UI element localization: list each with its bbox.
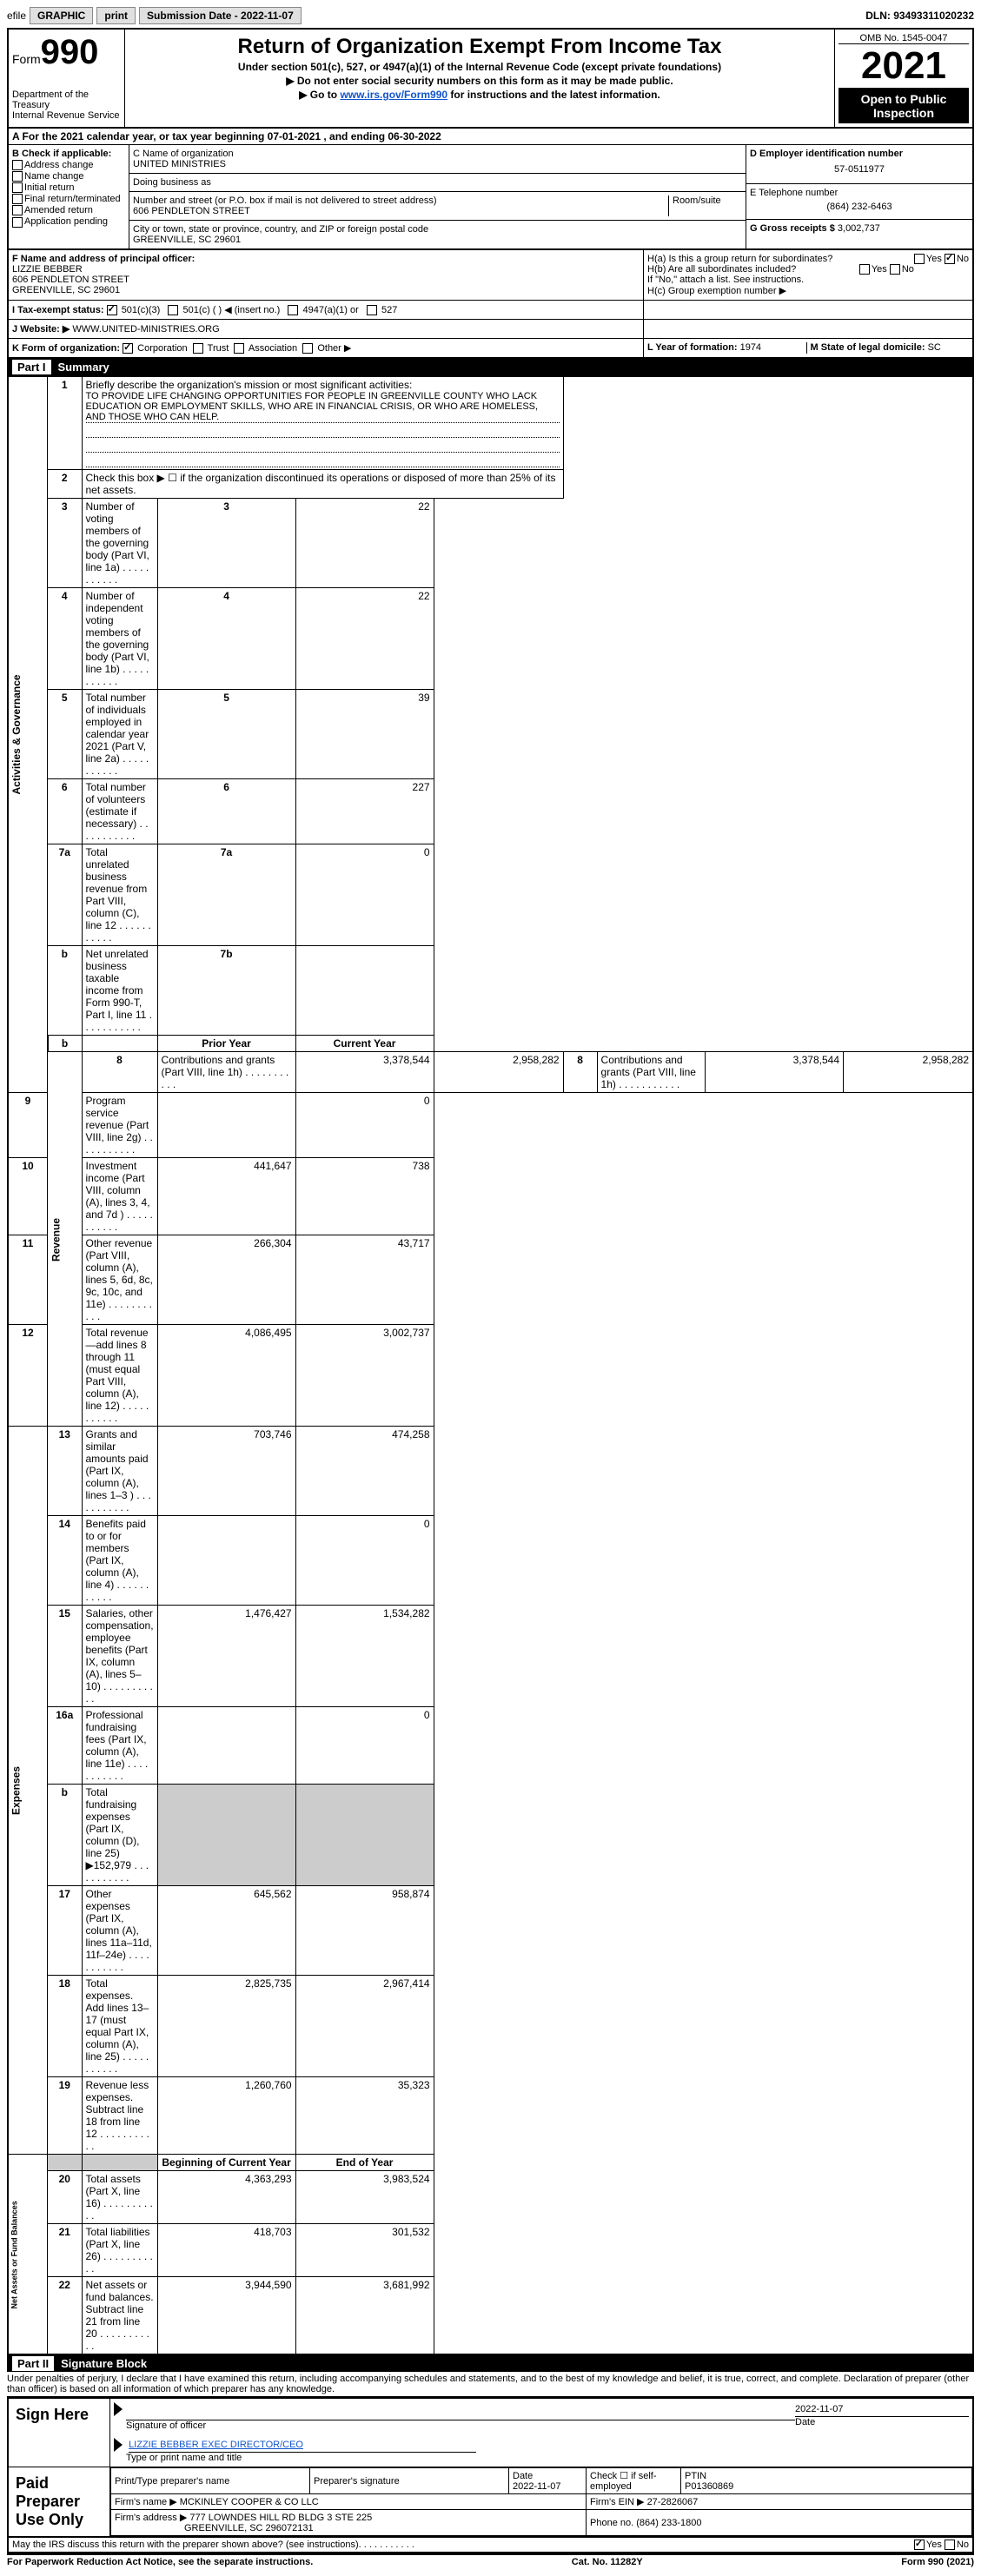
print-button[interactable]: print [96,7,136,24]
header-center: Return of Organization Exempt From Incom… [125,30,835,127]
row-k-l-m: K Form of organization: Corporation Trus… [7,339,974,359]
tax-year: 2021 [838,43,969,89]
phone-label: E Telephone number [750,188,969,198]
open-to-public: Open to Public Inspection [838,89,969,123]
city-label: City or town, state or province, country… [133,224,742,235]
dba-label: Doing business as [129,174,746,192]
sign-here-label: Sign Here [9,2399,110,2467]
org-address: 606 PENDLETON STREET [133,206,665,216]
ein-value: 57-0511977 [750,159,969,180]
form-subtitle: Under section 501(c), 527, or 4947(a)(1)… [129,61,831,73]
part1-header: Part ISummary [7,359,974,375]
footer: For Paperwork Reduction Act Notice, see … [7,2553,974,2569]
paid-preparer-label: Paid Preparer Use Only [9,2467,110,2536]
irs-label: Internal Revenue Service [12,110,121,121]
penalty-text: Under penalties of perjury, I declare th… [7,2372,974,2397]
cb-name-change[interactable] [12,171,23,182]
efile-label: efile [7,10,26,22]
cb-ha-no[interactable] [945,254,955,264]
arrow-icon [114,2402,123,2416]
col-b-checkboxes: B Check if applicable: Address change Na… [9,145,129,248]
cb-address-change[interactable] [12,160,23,170]
cb-501c[interactable] [168,305,178,315]
may-irs-row: May the IRS discuss this return with the… [7,2538,974,2553]
graphic-button[interactable]: GRAPHIC [30,7,93,24]
form-header: Form990 Department of the Treasury Inter… [7,28,974,129]
form-note2: ▶ Go to www.irs.gov/Form990 for instruct… [129,89,831,101]
row-i-tax-status: I Tax-exempt status: 501(c)(3) 501(c) ( … [7,301,974,320]
gross-label: G Gross receipts $ [750,223,835,234]
group-return: H(a) Is this a group return for subordin… [644,250,972,300]
cb-527[interactable] [367,305,377,315]
part2-header: Part IISignature Block [7,2355,974,2372]
gross-value: 3,002,737 [838,223,880,234]
header-right: OMB No. 1545-0047 2021 Open to Public In… [835,30,972,127]
cb-initial-return[interactable] [12,182,23,193]
cb-other[interactable] [302,343,313,354]
main-info-block: B Check if applicable: Address change Na… [7,145,974,250]
vert-governance: Activities & Governance [8,376,48,1093]
cb-corporation[interactable] [123,343,133,354]
cb-4947[interactable] [288,305,298,315]
name-label: C Name of organization [133,149,742,159]
row-j-website: J Website: ▶ WWW.UNITED-MINISTRIES.ORG [7,320,974,339]
header-left: Form990 Department of the Treasury Inter… [9,30,125,127]
cb-hb-no[interactable] [890,264,900,275]
org-name: UNITED MINISTRIES [133,159,742,169]
cb-application-pending[interactable] [12,217,23,228]
room-label: Room/suite [669,195,742,216]
cb-may-irs-no[interactable] [945,2540,955,2550]
cb-501c3[interactable] [107,305,117,315]
cb-may-irs-yes[interactable] [914,2540,925,2550]
submission-date: Submission Date - 2022-11-07 [139,7,302,24]
col-b-header: B Check if applicable: [12,149,125,159]
paid-preparer-table: Print/Type preparer's name Preparer's si… [110,2467,972,2536]
cb-trust[interactable] [193,343,203,354]
col-c-org-info: C Name of organization UNITED MINISTRIES… [129,145,746,248]
officer-name-link[interactable]: LIZZIE BEBBER EXEC DIRECTOR/CEO [129,2440,303,2450]
form-title: Return of Organization Exempt From Incom… [129,35,831,59]
arrow-icon [114,2438,123,2452]
addr-label: Number and street (or P.O. box if mail i… [133,195,665,206]
signature-block: Sign Here Signature of officer 2022-11-0… [7,2397,974,2538]
cb-final-return[interactable] [12,194,23,204]
row-f-h: F Name and address of principal officer:… [7,250,974,301]
org-city: GREENVILLE, SC 29601 [133,235,742,245]
row-a-period: A For the 2021 calendar year, or tax yea… [7,129,974,145]
omb-number: OMB No. 1545-0047 [838,33,969,43]
cb-amended-return[interactable] [12,205,23,215]
form-number: 990 [41,33,99,71]
mission-text: TO PROVIDE LIFE CHANGING OPPORTUNITIES F… [86,391,560,423]
summary-table: Activities & Governance 1 Briefly descri… [7,375,974,2355]
dept-label: Department of the Treasury [12,89,121,110]
form-note1: ▶ Do not enter social security numbers o… [129,75,831,87]
irs-link[interactable]: www.irs.gov/Form990 [340,89,447,101]
dln-label: DLN: 93493311020232 [865,10,974,22]
cb-hb-yes[interactable] [859,264,870,275]
phone-value: (864) 232-6463 [750,198,969,215]
col-d-ids: D Employer identification number 57-0511… [746,145,972,248]
ein-label: D Employer identification number [750,149,969,159]
principal-officer: F Name and address of principal officer:… [9,250,644,300]
vert-revenue: Revenue [48,1052,83,1427]
vert-expenses: Expenses [8,1427,48,2155]
cb-association[interactable] [234,343,244,354]
top-bar: efile GRAPHIC print Submission Date - 20… [7,7,974,24]
form-label: Form [12,52,41,66]
cb-ha-yes[interactable] [914,254,925,264]
website-value: WWW.UNITED-MINISTRIES.ORG [72,324,219,334]
vert-net-assets: Net Assets or Fund Balances [8,2155,48,2355]
